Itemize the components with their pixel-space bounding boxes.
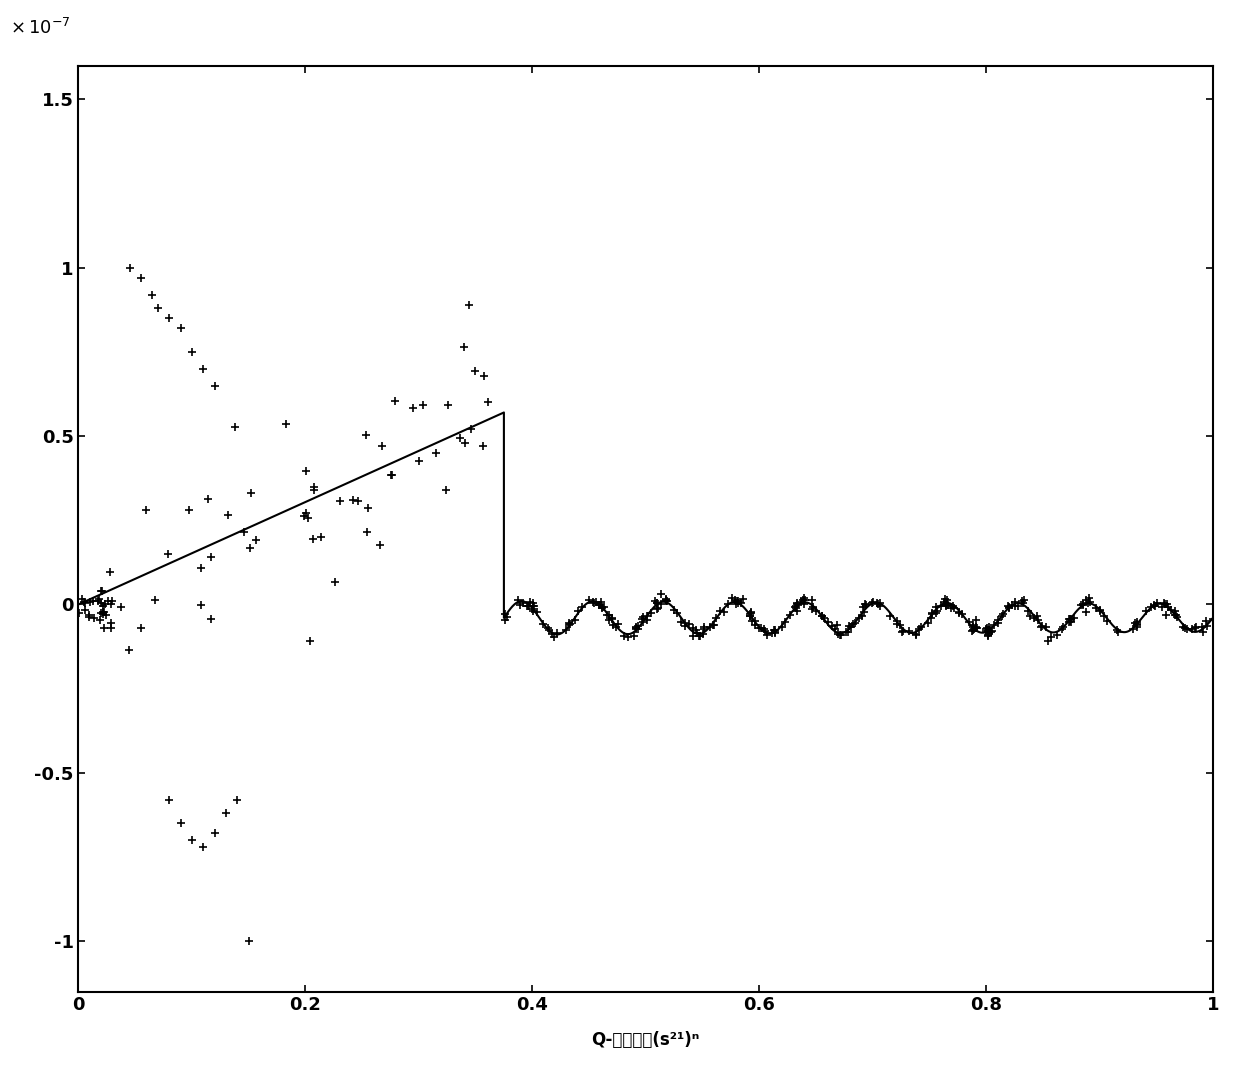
- Text: $\times\,10^{-7}$: $\times\,10^{-7}$: [10, 18, 71, 37]
- X-axis label: Q-建模时间(s²¹)ⁿ: Q-建模时间(s²¹)ⁿ: [591, 1031, 699, 1050]
